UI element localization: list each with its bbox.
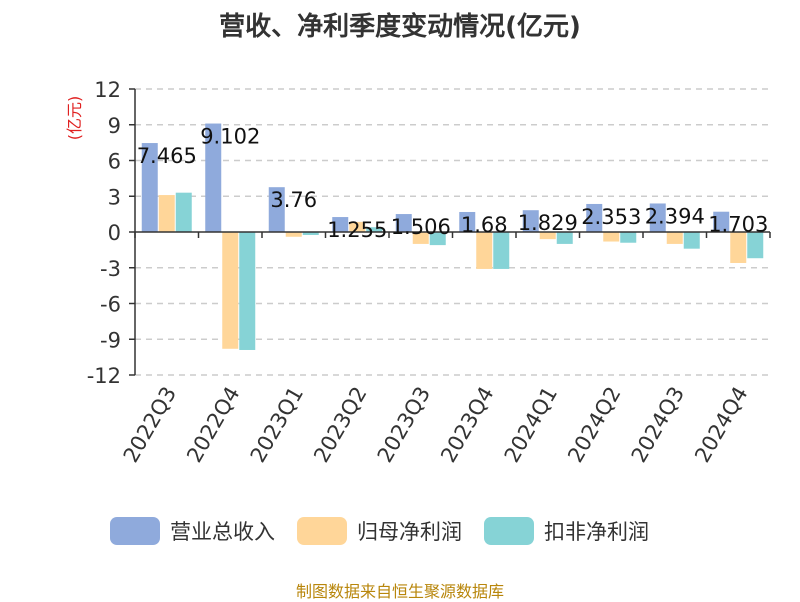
bar — [730, 232, 747, 263]
bar — [349, 221, 366, 232]
legend-item-revenue[interactable]: 营业总收入 — [110, 516, 275, 546]
bar — [476, 232, 493, 269]
data-label: 3.76 — [270, 188, 317, 212]
x-tick-label: 2022Q4 — [182, 383, 244, 467]
x-tick-label: 2023Q4 — [436, 383, 498, 467]
bar — [649, 203, 666, 232]
bar — [683, 232, 700, 249]
bar — [366, 227, 383, 232]
data-label: 1.829 — [518, 211, 578, 235]
x-tick-label: 2023Q1 — [246, 383, 308, 467]
data-label: 7.465 — [137, 144, 197, 168]
data-label: 1.703 — [708, 213, 768, 237]
bar — [158, 195, 175, 232]
bar — [268, 187, 285, 232]
bar — [395, 214, 412, 232]
bar — [556, 232, 573, 244]
y-axis-label: (亿元) — [65, 96, 84, 141]
legend-swatch-net-profit — [297, 517, 347, 545]
y-tick-label: -9 — [100, 328, 121, 352]
y-tick-label: 3 — [108, 185, 121, 209]
data-label: 1.255 — [327, 218, 387, 242]
bar — [332, 217, 349, 232]
legend-label-net-profit: 归母净利润 — [357, 520, 462, 544]
x-tick-label: 2023Q2 — [309, 383, 371, 467]
x-tick-label: 2022Q3 — [119, 383, 181, 467]
y-tick-label: 0 — [108, 221, 121, 245]
data-label: 1.68 — [461, 213, 508, 237]
bar — [205, 123, 222, 232]
bar — [222, 232, 239, 349]
bar — [302, 232, 319, 235]
data-label: 9.102 — [200, 125, 260, 149]
x-tick-label: 2024Q1 — [500, 383, 562, 467]
bar — [429, 232, 446, 246]
legend-label-deducted-profit: 扣非净利润 — [544, 520, 649, 544]
bar — [175, 192, 192, 232]
y-tick-label: 6 — [108, 150, 121, 174]
bar — [620, 232, 637, 243]
bar — [666, 232, 683, 244]
bar — [141, 143, 158, 232]
source-note: 制图数据来自恒生聚源数据库 — [295, 582, 504, 601]
y-tick-label: 12 — [94, 78, 121, 102]
bar — [586, 203, 603, 232]
y-tick-label: -12 — [87, 364, 121, 388]
bar — [539, 232, 556, 240]
bar — [412, 232, 429, 244]
legend-item-net-profit[interactable]: 归母净利润 — [297, 516, 462, 546]
data-label: 2.353 — [581, 205, 641, 229]
x-tick-label: 2023Q3 — [373, 383, 435, 467]
y-tick-label: 9 — [108, 114, 121, 138]
data-label: 1.506 — [391, 215, 451, 239]
bar — [747, 232, 764, 259]
x-tick-label: 2024Q2 — [563, 383, 625, 467]
bar — [239, 232, 256, 350]
bar — [603, 232, 620, 242]
x-tick-label: 2024Q3 — [627, 383, 689, 467]
y-tick-label: -6 — [100, 293, 121, 317]
bar — [493, 232, 510, 269]
bar — [285, 232, 302, 237]
y-tick-label: -3 — [100, 257, 121, 281]
legend-swatch-deducted-profit — [484, 517, 534, 545]
legend-swatch-revenue — [110, 517, 160, 545]
legend-label-revenue: 营业总收入 — [170, 520, 275, 544]
x-tick-label: 2024Q4 — [690, 383, 752, 467]
bar — [522, 210, 539, 232]
legend: 营业总收入 归母净利润 扣非净利润 — [110, 516, 730, 546]
data-label: 2.394 — [645, 204, 705, 228]
legend-item-deducted-profit[interactable]: 扣非净利润 — [484, 516, 649, 546]
bar — [713, 211, 730, 232]
chart-title: 营收、净利季度变动情况(亿元) — [219, 12, 581, 42]
bar — [459, 211, 476, 232]
